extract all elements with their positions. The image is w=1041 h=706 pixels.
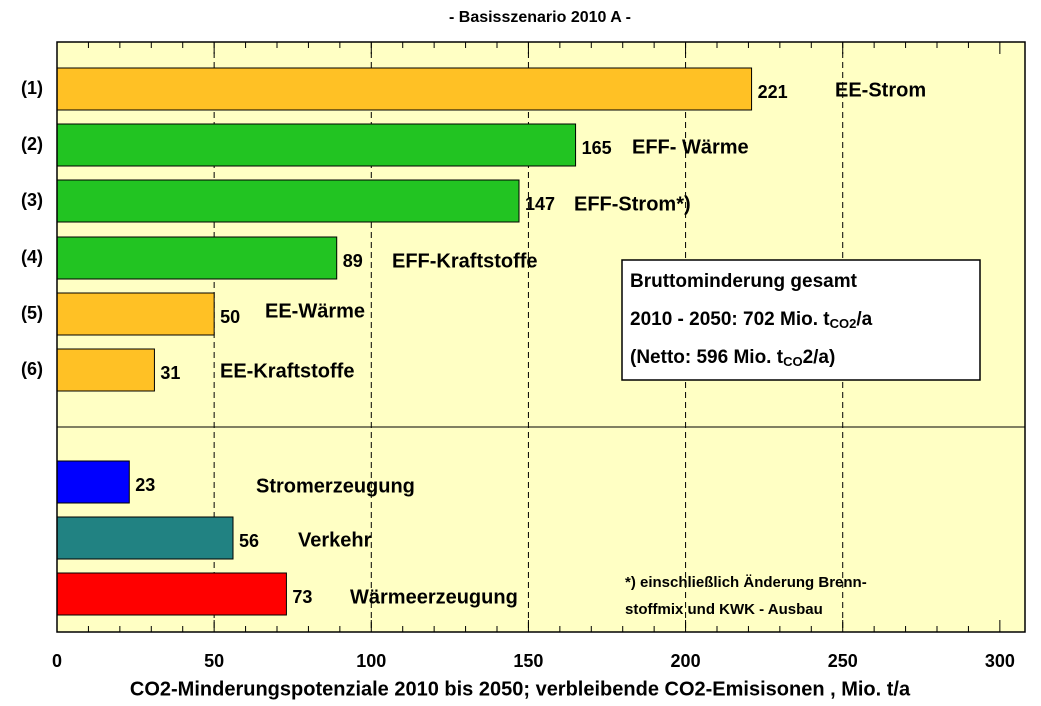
annotation-text: 2/a) xyxy=(803,347,836,368)
x-axis-label: CO2-Minderungspotenziale 2010 bis 2050; … xyxy=(130,678,911,700)
y-tick-label: (6) xyxy=(21,359,43,379)
y-tick-label: (2) xyxy=(21,134,43,154)
y-tick-label: (1) xyxy=(21,78,43,98)
bar xyxy=(56,236,338,280)
bar xyxy=(56,179,520,223)
bar xyxy=(56,292,215,336)
bar-name: Wärmeerzeugung xyxy=(350,586,518,608)
bar xyxy=(56,348,155,392)
annotation-line: Bruttominderung gesamt xyxy=(630,271,858,292)
bar-name: EE-Kraftstoffe xyxy=(220,360,354,382)
y-tick-label: (3) xyxy=(21,190,43,210)
bar xyxy=(56,123,577,167)
x-tick-label: 200 xyxy=(671,651,701,671)
annotation-text: /a xyxy=(856,309,872,330)
annotation-text: (Netto: 596 Mio. t xyxy=(630,347,784,368)
bar xyxy=(56,572,287,616)
x-tick-label: 150 xyxy=(513,651,543,671)
footnote: *) einschließlich Änderung Brenn- xyxy=(625,574,867,591)
bar-name: Stromerzeugung xyxy=(256,475,415,497)
value-label: 165 xyxy=(582,138,612,158)
value-label: 50 xyxy=(220,307,240,327)
chart-title: - Basisszenario 2010 A - xyxy=(449,9,631,26)
value-label: 23 xyxy=(135,475,155,495)
x-tick-label: 300 xyxy=(985,651,1015,671)
annotation-box xyxy=(621,259,981,381)
bar-name: EE-Wärme xyxy=(265,300,365,322)
annotation-line: (Netto: 596 Mio. tCO2/a) xyxy=(630,347,835,369)
value-label: 89 xyxy=(343,251,363,271)
annotation-line: 2010 - 2050: 702 Mio. tCO2/a xyxy=(630,309,873,331)
y-tick-label: (4) xyxy=(21,247,43,267)
x-tick-label: 0 xyxy=(52,651,62,671)
bar-name: EFF-Strom*) xyxy=(574,193,691,215)
y-tick-label: (5) xyxy=(21,303,43,323)
value-label: 31 xyxy=(160,363,180,383)
subscript: CO xyxy=(783,354,803,369)
plot-frame xyxy=(56,41,1026,633)
bar xyxy=(56,67,753,111)
value-label: 73 xyxy=(292,587,312,607)
bar xyxy=(56,516,234,560)
value-label: 147 xyxy=(525,194,555,214)
bar xyxy=(56,460,130,504)
annotation-text: 2010 - 2050: 702 Mio. t xyxy=(630,309,830,330)
annotation-text: Bruttominderung gesamt xyxy=(630,271,858,292)
x-tick-label: 250 xyxy=(828,651,858,671)
value-label: 56 xyxy=(239,531,259,551)
bar-name: EE-Strom xyxy=(835,79,926,101)
footnote: stoffmix und KWK - Ausbau xyxy=(625,601,823,618)
value-label: 221 xyxy=(758,82,788,102)
bar-name: EFF-Kraftstoffe xyxy=(392,250,538,272)
bar-name: Verkehr xyxy=(298,529,372,551)
bar-name: EFF- Wärme xyxy=(632,136,749,158)
x-tick-label: 100 xyxy=(356,651,386,671)
x-tick-label: 50 xyxy=(204,651,224,671)
subscript: CO2 xyxy=(830,316,857,331)
